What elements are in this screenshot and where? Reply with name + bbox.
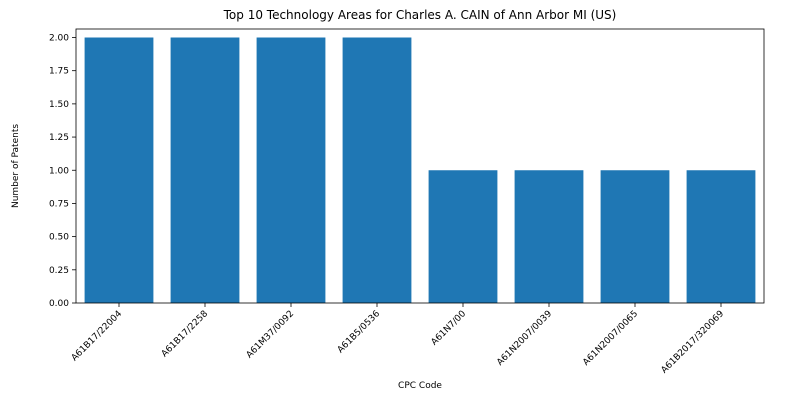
bar bbox=[429, 170, 498, 303]
y-tick-label: 1.00 bbox=[49, 166, 69, 176]
x-tick-label: A61B17/22004 bbox=[70, 309, 125, 364]
x-tick-label: A61B17/2258 bbox=[160, 309, 211, 360]
y-tick-label: 0.00 bbox=[49, 299, 69, 309]
chart-title: Top 10 Technology Areas for Charles A. C… bbox=[223, 8, 617, 22]
bar bbox=[343, 38, 412, 304]
x-tick-label: A61M37/0092 bbox=[245, 309, 296, 360]
bar bbox=[171, 38, 240, 304]
y-tick-label: 0.75 bbox=[49, 199, 69, 209]
x-tick-label: A61B5/0536 bbox=[336, 309, 382, 355]
y-tick-label: 1.50 bbox=[49, 100, 69, 110]
x-axis: A61B17/22004 A61B17/2258 A61M37/0092 A61B5/… bbox=[70, 303, 727, 376]
bar bbox=[687, 170, 756, 303]
y-tick-label: 0.50 bbox=[49, 233, 69, 243]
x-tick-label: A61B2017/320069 bbox=[660, 309, 727, 376]
bar bbox=[601, 170, 670, 303]
bars bbox=[85, 38, 756, 304]
y-tick-label: 1.75 bbox=[49, 67, 69, 77]
y-tick-label: 0.25 bbox=[49, 266, 69, 276]
y-axis-label: Number of Patents bbox=[11, 124, 21, 208]
bar bbox=[85, 38, 154, 304]
x-tick-label: A61N2007/0039 bbox=[495, 309, 554, 368]
x-tick-label: A61N2007/0065 bbox=[581, 309, 640, 368]
y-tick-label: 2.00 bbox=[49, 34, 69, 44]
bar bbox=[515, 170, 584, 303]
y-axis: 0.00 0.25 0.50 0.75 1.00 1.25 1.50 1.75 2.00 bbox=[49, 34, 76, 310]
x-axis-label: CPC Code bbox=[398, 381, 442, 391]
y-tick-label: 1.25 bbox=[49, 133, 69, 143]
x-tick-label: A61N7/00 bbox=[430, 309, 469, 348]
bar bbox=[257, 38, 326, 304]
